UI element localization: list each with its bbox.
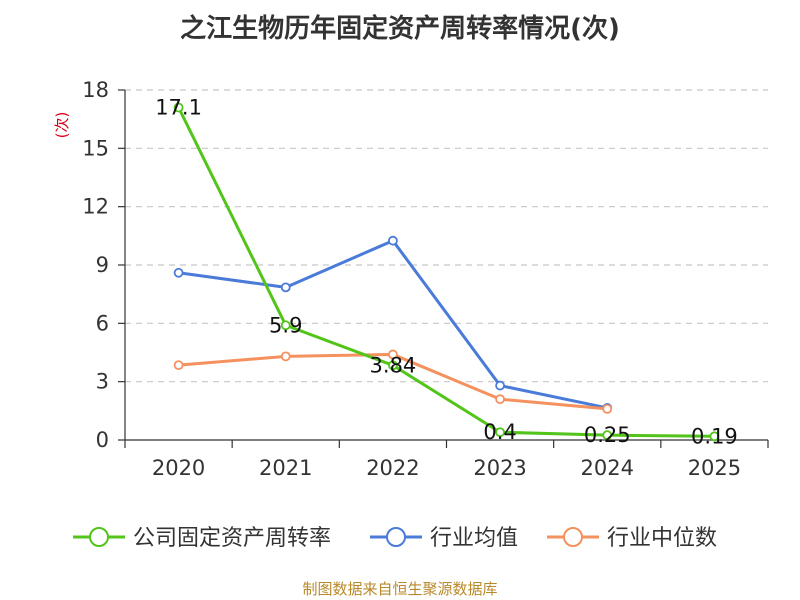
x-tick-label: 2022	[366, 456, 419, 480]
data-label: 5.9	[269, 313, 302, 337]
data-point	[495, 394, 505, 405]
series-1	[173, 235, 613, 413]
x-tick-label: 2020	[152, 456, 205, 480]
data-point	[602, 430, 613, 441]
legend-label: 公司固定资产周转率	[133, 526, 331, 551]
legend-swatch-marker	[89, 527, 109, 547]
data-label: 3.84	[370, 353, 417, 377]
data-label: 17.1	[155, 96, 202, 120]
data-point	[495, 427, 505, 438]
legend-item-2: 行业中位数	[547, 526, 717, 551]
y-tick-label: 6	[96, 311, 109, 335]
gridlines	[125, 89, 768, 383]
data-point	[388, 235, 398, 246]
x-tick-labels: 2020 2021 2022 2023 2024 2025	[152, 456, 741, 480]
chart-title: 之江生物历年固定资产周转率情况(次)	[180, 14, 620, 44]
data-point	[602, 403, 613, 414]
data-point	[709, 431, 720, 442]
data-point	[173, 360, 184, 371]
legend-item-1: 行业均值	[370, 526, 518, 551]
y-tick-label: 0	[96, 428, 109, 452]
series-2	[173, 349, 613, 414]
x-tick-label: 2023	[473, 456, 526, 480]
legend-swatch-marker	[386, 527, 406, 547]
y-tick-label: 3	[96, 370, 109, 394]
series-lines	[173, 102, 720, 442]
data-labels: 17.1 5.9 3.84 0.4 0.25 0.19	[155, 96, 738, 449]
legend: 公司固定资产周转率 行业均值 行业中位数	[73, 526, 717, 551]
legend-swatch-marker	[563, 527, 583, 547]
series-line	[177, 106, 715, 438]
axes	[118, 89, 769, 448]
legend-label: 行业均值	[430, 526, 518, 551]
data-label: 0.19	[691, 424, 738, 448]
y-tick-label: 15	[82, 136, 109, 160]
data-point	[280, 320, 291, 331]
x-tick-label: 2025	[688, 456, 741, 480]
data-point	[173, 102, 184, 113]
y-axis-label: (次)	[53, 112, 71, 139]
data-point	[173, 267, 184, 278]
legend-item-0: 公司固定资产周转率	[73, 526, 331, 551]
data-point	[495, 380, 505, 391]
y-tick-label: 9	[96, 253, 109, 277]
data-label: 0.4	[483, 420, 516, 444]
data-point	[280, 282, 291, 293]
data-source: 制图数据来自恒生聚源数据库	[302, 580, 498, 598]
legend-label: 行业中位数	[607, 526, 717, 551]
data-point	[280, 351, 291, 362]
y-tick-label: 12	[82, 195, 109, 219]
x-tick-label: 2021	[259, 456, 312, 480]
data-point	[388, 360, 398, 371]
y-tick-label: 18	[82, 78, 109, 102]
x-tick-label: 2024	[581, 456, 634, 480]
series-0	[173, 102, 720, 442]
data-point	[388, 349, 398, 360]
series-line	[178, 239, 608, 410]
data-label: 0.25	[584, 423, 631, 447]
y-tick-labels: 0 3 6 9 12 15 18	[82, 78, 109, 452]
